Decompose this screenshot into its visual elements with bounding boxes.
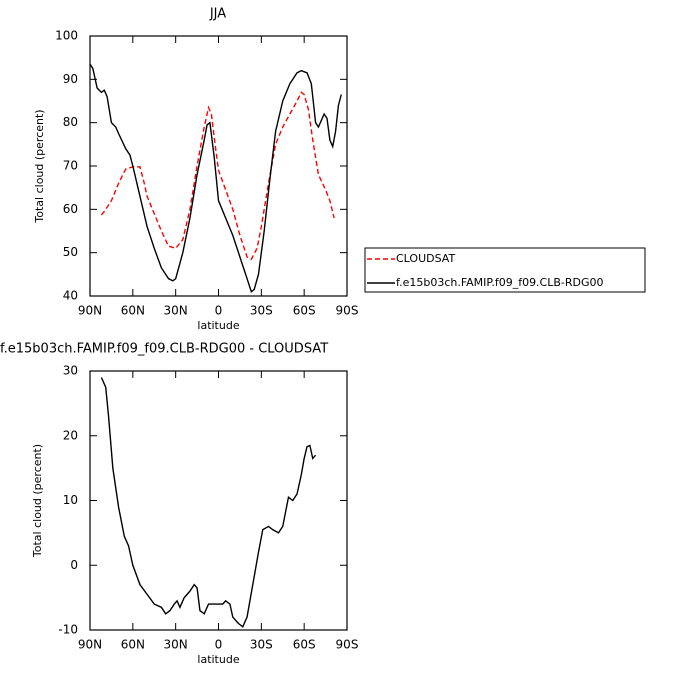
legend-label: CLOUDSAT — [396, 252, 455, 265]
y-tick-label: 90 — [63, 72, 78, 86]
y-tick-label: 0 — [70, 558, 78, 572]
y-tick-label: 80 — [63, 115, 78, 129]
y-tick-label: 50 — [63, 245, 78, 259]
y-tick-label: 30 — [63, 364, 78, 378]
x-axis-label: latitude — [197, 319, 239, 332]
y-tick-label: 100 — [55, 29, 78, 43]
data-line — [100, 377, 317, 628]
x-tick-label: 0 — [215, 304, 223, 318]
y-tick-label: -10 — [58, 623, 78, 637]
plot-frame — [89, 35, 348, 297]
x-tick-label: 30S — [250, 638, 273, 652]
y-axis-label: Total cloud (percent) — [33, 109, 46, 223]
y-axis-label: Total cloud (percent) — [31, 444, 44, 558]
x-tick-label: 60S — [293, 304, 316, 318]
x-tick-label: 90S — [336, 304, 359, 318]
x-tick-label: 90N — [78, 638, 102, 652]
x-tick-label: 60N — [121, 304, 145, 318]
y-tick-label: 10 — [63, 493, 78, 507]
x-tick-label: 60N — [121, 638, 145, 652]
y-tick-label: 20 — [63, 428, 78, 442]
y-tick-label: 40 — [63, 289, 78, 303]
legend-box — [364, 247, 646, 293]
x-tick-label: 0 — [215, 638, 223, 652]
y-tick-label: 60 — [63, 202, 78, 216]
chart-title: f.e15b03ch.FAMIP.f09_f09.CLB-RDG00 - CLO… — [0, 342, 328, 357]
x-tick-label: 90S — [336, 638, 359, 652]
y-tick-label: 70 — [63, 159, 78, 173]
plot-frame — [89, 370, 348, 631]
legend-label: f.e15b03ch.FAMIP.f09_f09.CLB-RDG00 — [396, 276, 604, 289]
x-axis-label: latitude — [197, 653, 239, 666]
x-tick-label: 30S — [250, 304, 273, 318]
data-line — [89, 63, 342, 293]
x-tick-label: 30N — [164, 638, 188, 652]
x-tick-label: 90N — [78, 304, 102, 318]
data-line — [100, 91, 335, 261]
x-tick-label: 30N — [164, 304, 188, 318]
chart-title: JJA — [209, 7, 226, 22]
x-tick-label: 60S — [293, 638, 316, 652]
